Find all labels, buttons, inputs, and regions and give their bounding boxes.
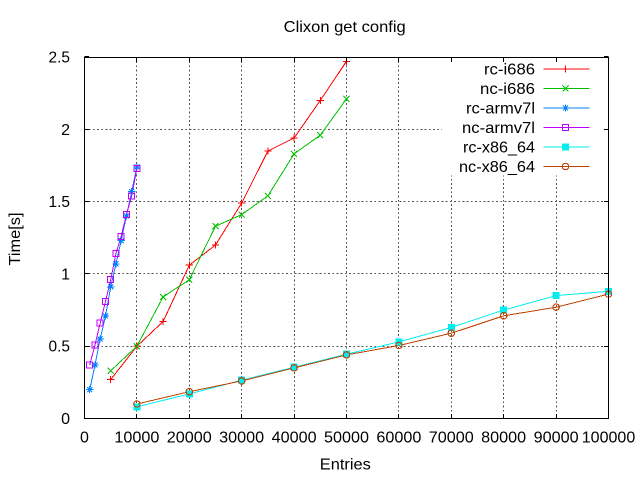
svg-text:Entries: Entries [320,457,371,474]
svg-text:nc-x86_64: nc-x86_64 [459,159,535,176]
svg-text:0.5: 0.5 [49,339,71,356]
svg-text:20000: 20000 [167,430,212,447]
svg-text:70000: 70000 [429,430,474,447]
svg-text:30000: 30000 [219,430,264,447]
svg-text:40000: 40000 [272,430,317,447]
svg-text:0: 0 [61,411,70,428]
svg-text:Clixon get config: Clixon get config [284,19,406,36]
svg-text:50000: 50000 [324,430,369,447]
svg-text:80000: 80000 [481,430,526,447]
svg-text:rc-armv7l: rc-armv7l [466,101,535,118]
svg-text:90000: 90000 [534,430,579,447]
svg-text:rc-i686: rc-i686 [484,62,535,79]
svg-text:2: 2 [61,122,70,139]
svg-text:10000: 10000 [114,430,159,447]
svg-text:60000: 60000 [376,430,421,447]
svg-text:100000: 100000 [582,430,636,447]
svg-text:0: 0 [80,430,89,447]
svg-text:nc-armv7l: nc-armv7l [462,120,535,137]
svg-text:rc-x86_64: rc-x86_64 [463,140,535,157]
svg-text:1: 1 [61,266,70,283]
svg-text:nc-i686: nc-i686 [480,81,535,98]
svg-text:Time[s]: Time[s] [7,213,24,266]
svg-text:1.5: 1.5 [49,194,71,211]
svg-text:2.5: 2.5 [49,50,71,67]
